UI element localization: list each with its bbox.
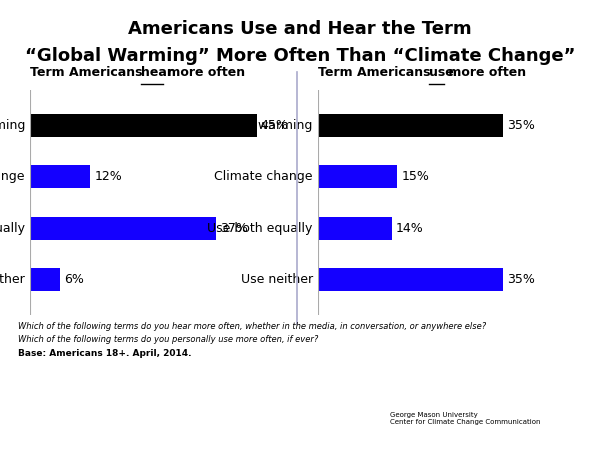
Text: more often: more often [163,66,245,79]
Bar [318,268,503,291]
Bar [30,216,217,239]
Text: Use both equally: Use both equally [208,221,313,234]
Text: 35%: 35% [507,273,535,286]
Bar [318,114,503,137]
Text: 35%: 35% [507,119,535,132]
Text: Term Americans: Term Americans [30,66,147,79]
Text: George Mason University
Center for Climate Change Communication: George Mason University Center for Clima… [390,412,541,425]
Text: 37%: 37% [221,221,248,234]
Text: Hear both equally: Hear both equally [0,221,25,234]
Text: “Global Warming” More Often Than “Climate Change”: “Global Warming” More Often Than “Climat… [25,47,575,65]
Text: Climate change: Climate change [214,171,313,184]
Text: 6%: 6% [64,273,84,286]
Text: Climate change: Climate change [0,171,25,184]
Text: use: use [429,66,454,79]
Text: more often: more often [444,66,526,79]
Text: Which of the following terms do you personally use more often, if ever?: Which of the following terms do you pers… [18,335,319,344]
Text: 45%: 45% [261,119,289,132]
Text: 15%: 15% [401,171,429,184]
Bar [318,166,397,189]
Text: 12%: 12% [95,171,122,184]
Text: 14%: 14% [396,221,424,234]
Text: Global warming: Global warming [214,119,313,132]
Text: Americans Use and Hear the Term: Americans Use and Hear the Term [128,20,472,38]
Bar [318,216,392,239]
Text: Base: Americans 18+. April, 2014.: Base: Americans 18+. April, 2014. [18,349,191,358]
Text: hear: hear [141,66,173,79]
Text: Hear neither: Hear neither [0,273,25,286]
Text: Use neither: Use neither [241,273,313,286]
Text: Global warming: Global warming [0,119,25,132]
Bar [30,166,91,189]
Text: Which of the following terms do you hear more often, whether in the media, in co: Which of the following terms do you hear… [18,322,486,331]
Bar [30,114,257,137]
Text: Term Americans: Term Americans [318,66,435,79]
Bar [30,268,60,291]
